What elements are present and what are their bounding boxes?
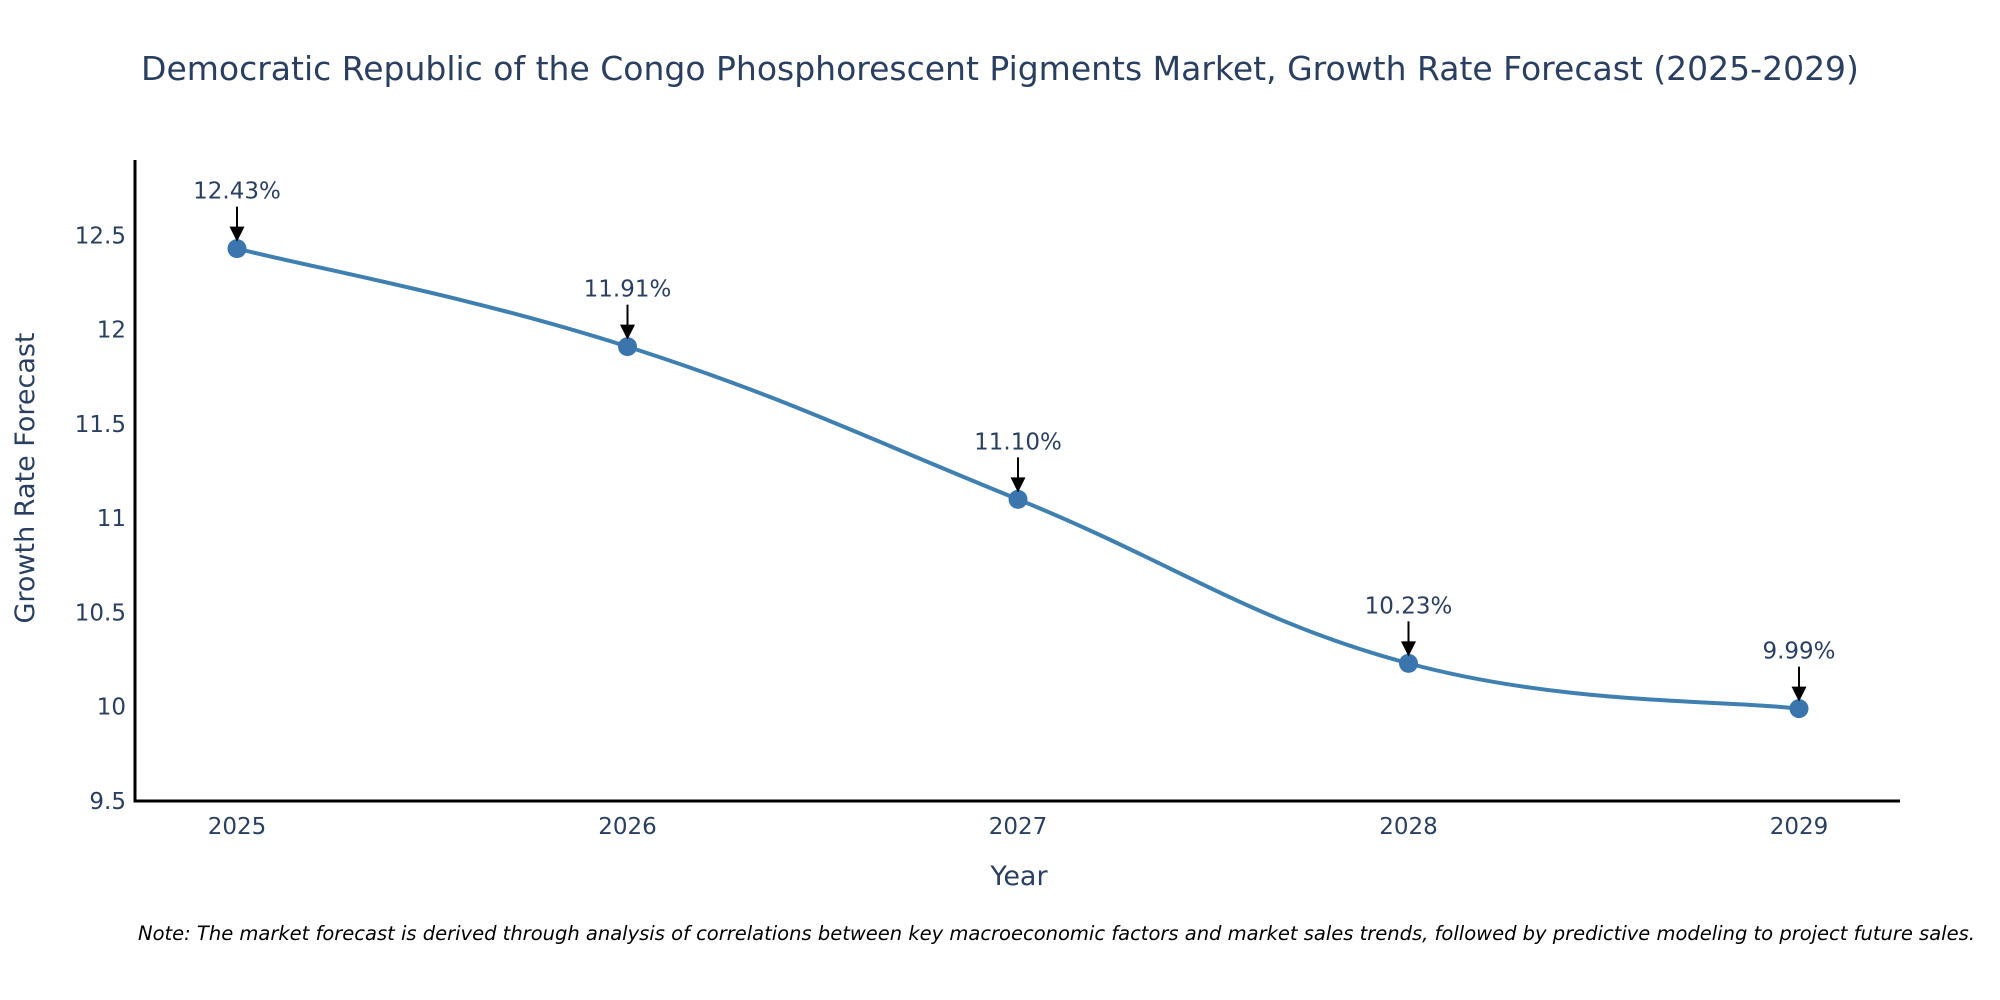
y-tick-label: 10.5: [75, 600, 126, 626]
y-tick-label: 11: [97, 506, 126, 532]
y-tick-label: 10: [97, 695, 126, 721]
series-growth-rate: [227, 239, 1809, 719]
y-tick-labels: 9.5 10 10.5 11 11.5 12 12.5: [75, 223, 126, 815]
data-label: 11.91%: [584, 277, 672, 303]
data-label: 10.23%: [1365, 593, 1453, 619]
x-axis-title: Year: [989, 861, 1048, 892]
data-point: [1789, 699, 1809, 719]
x-tick-label: 2026: [598, 814, 657, 840]
y-tick-label: 12: [97, 318, 126, 344]
annotation-arrow-head: [1791, 686, 1807, 702]
data-annotations: 12.43% 11.91% 11.10% 10.23% 9.99%: [193, 179, 1836, 702]
y-tick-label: 11.5: [75, 412, 126, 438]
x-tick-label: 2025: [208, 814, 267, 840]
x-tick-label: 2027: [989, 814, 1048, 840]
data-point: [1399, 653, 1418, 673]
x-tick-label: 2028: [1379, 814, 1438, 840]
data-label: 11.10%: [974, 429, 1062, 455]
x-tick-labels: 2025 2026 2027 2028 2029: [208, 814, 1829, 840]
x-tick-label: 2029: [1770, 814, 1829, 840]
annotation-arrow-head: [1010, 477, 1026, 493]
data-label: 12.43%: [193, 179, 281, 205]
data-label: 9.99%: [1762, 639, 1835, 665]
y-tick-label: 9.5: [89, 789, 126, 815]
annotation-arrow-head: [1401, 641, 1416, 657]
annotation-arrow-head: [620, 324, 635, 340]
footnote: Note: The market forecast is derived thr…: [138, 922, 1975, 945]
data-point: [618, 337, 637, 357]
data-point: [1008, 489, 1028, 509]
y-tick-label: 12.5: [75, 223, 126, 249]
annotation-arrow-head: [229, 226, 245, 242]
chart-title: Democratic Republic of the Congo Phospho…: [141, 49, 1859, 88]
y-axis-title: Growth Rate Forecast: [10, 332, 41, 623]
data-point: [227, 239, 247, 259]
